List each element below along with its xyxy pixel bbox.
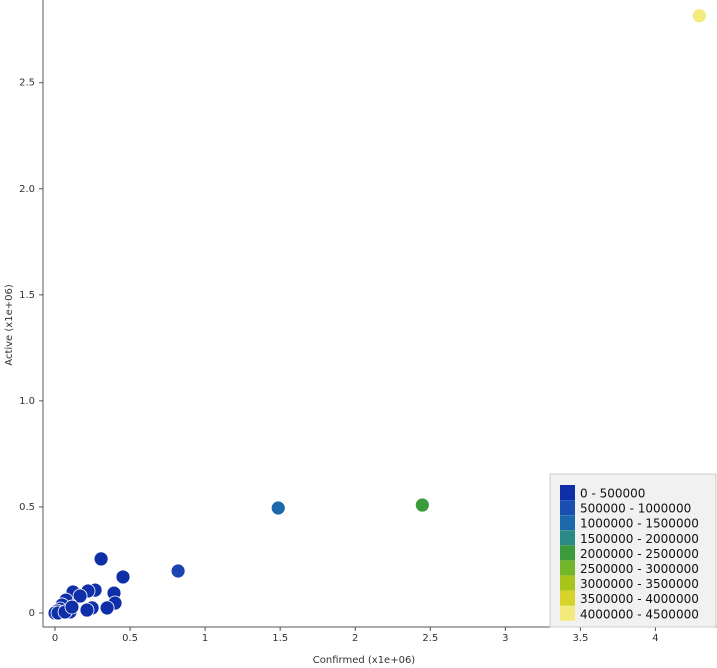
legend-swatch — [560, 575, 575, 591]
legend-label: 3000000 - 3500000 — [580, 577, 699, 591]
y-axis-label: Active (x1e+06) — [4, 284, 15, 366]
legend-label: 3500000 - 4000000 — [580, 592, 699, 606]
x-tick-label: 1 — [202, 633, 208, 644]
legend-box — [549, 473, 717, 628]
legend-swatch — [560, 530, 575, 546]
x-tick-label: 2.5 — [422, 633, 438, 644]
x-tick-label: 2 — [352, 633, 358, 644]
x-tick-label: 3.5 — [572, 633, 588, 644]
legend-label: 500000 - 1000000 — [580, 502, 691, 516]
y-tick-label: 1.0 — [19, 396, 35, 407]
y-tick-label: 2.5 — [19, 78, 35, 89]
x-tick-label: 0 — [52, 633, 58, 644]
legend-swatch — [560, 515, 575, 531]
legend-swatch — [560, 500, 575, 516]
legend-label: 1500000 - 2000000 — [580, 532, 699, 546]
legend-swatch — [560, 560, 575, 576]
y-tick-label: 0 — [29, 608, 35, 619]
legend-swatch — [560, 485, 575, 500]
y-tick-label: 0.5 — [19, 502, 35, 513]
x-tick-label: 0.5 — [122, 633, 138, 644]
x-tick-label: 1.5 — [272, 633, 288, 644]
point — [692, 8, 707, 24]
legend-label: 2500000 - 3000000 — [580, 562, 699, 576]
point — [79, 602, 95, 618]
point — [414, 497, 430, 513]
x-axis-label: Confirmed (x1e+06) — [313, 655, 416, 666]
legend-swatch — [560, 590, 575, 606]
y-tick-label: 1.5 — [19, 290, 35, 301]
legend-label: 0 - 500000 — [580, 487, 645, 501]
x-tick-label: 3 — [502, 633, 508, 644]
point — [270, 500, 286, 516]
point — [72, 588, 88, 604]
point — [99, 600, 115, 616]
point — [170, 563, 186, 579]
x-tick-label: 4 — [652, 633, 658, 644]
legend-swatch — [560, 605, 575, 621]
legend-label: 4000000 - 4500000 — [580, 607, 699, 621]
legend-label: 1000000 - 1500000 — [580, 517, 699, 531]
point — [115, 569, 131, 585]
point — [93, 551, 109, 567]
point — [64, 599, 80, 615]
legend-label: 2000000 - 2500000 — [580, 547, 699, 561]
y-tick-label: 2.0 — [19, 184, 35, 195]
legend-swatch — [560, 545, 575, 561]
